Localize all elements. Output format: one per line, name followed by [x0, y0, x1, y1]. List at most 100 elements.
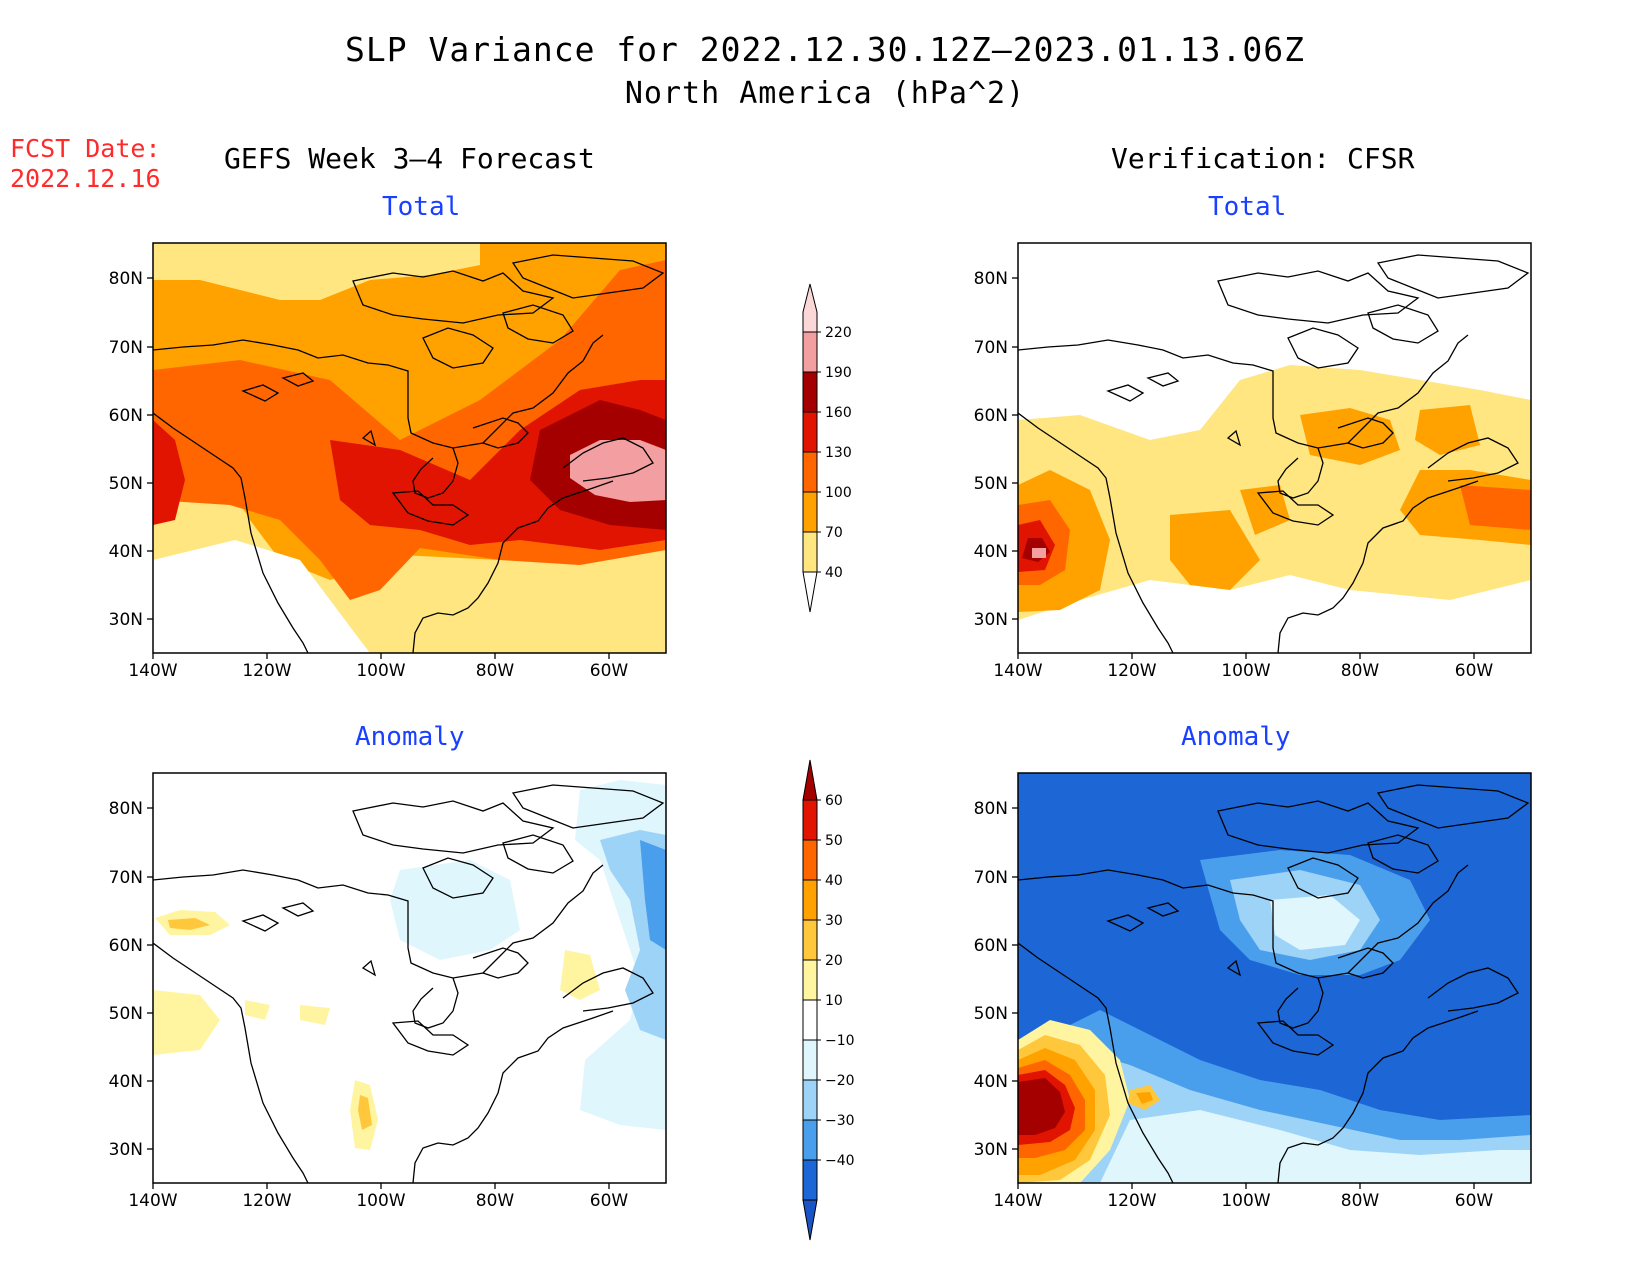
lat-tick-label: 30N: [109, 610, 143, 630]
lat-tick-label: 70N: [109, 338, 143, 358]
lat-tick-label: 40N: [109, 542, 143, 562]
colorbar-level-label: −40: [825, 1153, 855, 1169]
fcst-date-block: FCST Date: 2022.12.16: [10, 134, 161, 194]
fcst-date-value: 2022.12.16: [10, 164, 161, 193]
lat-tick-label: 80N: [109, 269, 143, 289]
lat-tick-label: 60N: [109, 406, 143, 426]
colorbar-swatch: [802, 451, 818, 493]
colorbar-level-label: 60: [825, 793, 843, 809]
lon-tick-label: 60W: [590, 661, 629, 681]
lon-tick-label: 60W: [1455, 1191, 1494, 1211]
lon-tick-label: 140W: [993, 661, 1042, 681]
lon-tick-label: 60W: [1455, 661, 1494, 681]
colorbar-level-label: −20: [825, 1073, 855, 1089]
panel-label-forecast-total: Total: [382, 192, 461, 222]
lon-tick-label: 120W: [1107, 1191, 1156, 1211]
panel-label-verification-total: Total: [1208, 192, 1287, 222]
colorbar-level-label: 10: [825, 993, 843, 1009]
lon-tick-label: 80W: [476, 1191, 515, 1211]
colorbar-upper-cap: [802, 283, 818, 333]
colorbar-level-label: 160: [825, 405, 852, 421]
lat-tick-label: 40N: [974, 542, 1008, 562]
colorbar-level-label: 190: [825, 365, 852, 381]
colorbar-lower-cap: [802, 571, 818, 613]
verification-anomaly-panel: [1017, 772, 1532, 1184]
lon-tick-label: 80W: [476, 661, 515, 681]
lon-tick-label: 100W: [1221, 661, 1270, 681]
colorbar-level-label: 70: [825, 525, 843, 541]
colorbar-swatch: [802, 839, 818, 881]
lat-tick-label: 70N: [109, 868, 143, 888]
lon-tick-label: 120W: [1107, 661, 1156, 681]
colorbar-swatch: [802, 1079, 818, 1121]
colorbar-swatch: [802, 999, 818, 1041]
figure-title: SLP Variance for 2022.12.30.12Z–2023.01.…: [345, 30, 1305, 69]
lon-tick-label: 100W: [1221, 1191, 1270, 1211]
colorbar-level-label: 50: [825, 833, 843, 849]
colorbar-total: 40 70 100 130 160 190 220: [802, 283, 852, 613]
colorbar-level-label: 40: [825, 873, 843, 889]
colorbar-swatch: [802, 959, 818, 1001]
verification-total-panel: [1017, 242, 1532, 654]
panel-label-forecast-anomaly: Anomaly: [355, 722, 465, 752]
axes-layer: 80N 70N 60N 50N 40N 30N 140W 120W 100W 80W 60W 80N 7…: [109, 269, 1494, 1211]
forecast-total-panel: [152, 242, 667, 654]
colorbar-swatch: [802, 1039, 818, 1081]
lat-tick-label: 30N: [974, 610, 1008, 630]
lat-tick-label: 80N: [109, 799, 143, 819]
lon-tick-label: 80W: [1341, 1191, 1380, 1211]
colorbar-level-label: 30: [825, 913, 843, 929]
colorbar-level-label: 100: [825, 485, 852, 501]
colorbar-upper-cap: [802, 759, 818, 801]
lon-tick-label: 120W: [242, 1191, 291, 1211]
lon-tick-label: 80W: [1341, 661, 1380, 681]
lon-tick-label: 100W: [356, 1191, 405, 1211]
colorbar-level-label: 20: [825, 953, 843, 969]
lat-tick-label: 60N: [974, 936, 1008, 956]
lon-tick-label: 120W: [242, 661, 291, 681]
lat-tick-label: 60N: [109, 936, 143, 956]
colorbar-level-label: 130: [825, 445, 852, 461]
lat-tick-label: 50N: [974, 474, 1008, 494]
lat-tick-label: 50N: [109, 474, 143, 494]
colorbar-anomaly: 60 50 40 30 20 10 −10 −20 −30 −40: [802, 759, 855, 1241]
colorbar-level-label: 40: [825, 565, 843, 581]
colorbar-level-label: 220: [825, 325, 852, 341]
lat-tick-label: 70N: [974, 868, 1008, 888]
colorbar-swatch: [802, 879, 818, 921]
lon-tick-label: 100W: [356, 661, 405, 681]
figure-subtitle: North America (hPa^2): [624, 76, 1026, 111]
colorbar-swatch: [802, 1119, 818, 1161]
lat-tick-label: 50N: [109, 1004, 143, 1024]
lon-tick-label: 140W: [128, 1191, 177, 1211]
lon-tick-label: 140W: [993, 1191, 1042, 1211]
colorbar-swatch: [802, 411, 818, 453]
colorbar-level-label: −30: [825, 1113, 855, 1129]
lon-tick-label: 60W: [590, 1191, 629, 1211]
colorbar-swatch: [802, 531, 818, 573]
lat-tick-label: 80N: [974, 269, 1008, 289]
lat-tick-label: 30N: [974, 1140, 1008, 1160]
colorbar-swatch: [802, 919, 818, 961]
colorbar-level-label: −10: [825, 1033, 855, 1049]
panel-label-verification-anomaly: Anomaly: [1181, 722, 1291, 752]
lat-tick-label: 40N: [974, 1072, 1008, 1092]
lat-tick-label: 40N: [109, 1072, 143, 1092]
colorbar-swatch: [802, 799, 818, 841]
lat-tick-label: 50N: [974, 1004, 1008, 1024]
colorbar-swatch: [802, 331, 818, 373]
colorbar-swatch: [802, 1159, 818, 1201]
lon-tick-label: 140W: [128, 661, 177, 681]
colorbar-swatch: [802, 491, 818, 533]
forecast-header: GEFS Week 3–4 Forecast: [224, 142, 595, 175]
lat-tick-label: 60N: [974, 406, 1008, 426]
verification-header: Verification: CFSR: [1111, 142, 1415, 175]
colorbar-swatch: [802, 371, 818, 413]
fcst-date-label: FCST Date:: [10, 134, 161, 163]
forecast-anomaly-panel: [152, 772, 667, 1184]
lat-tick-label: 80N: [974, 799, 1008, 819]
lat-tick-label: 70N: [974, 338, 1008, 358]
lat-tick-label: 30N: [109, 1140, 143, 1160]
colorbar-lower-cap: [802, 1199, 818, 1241]
